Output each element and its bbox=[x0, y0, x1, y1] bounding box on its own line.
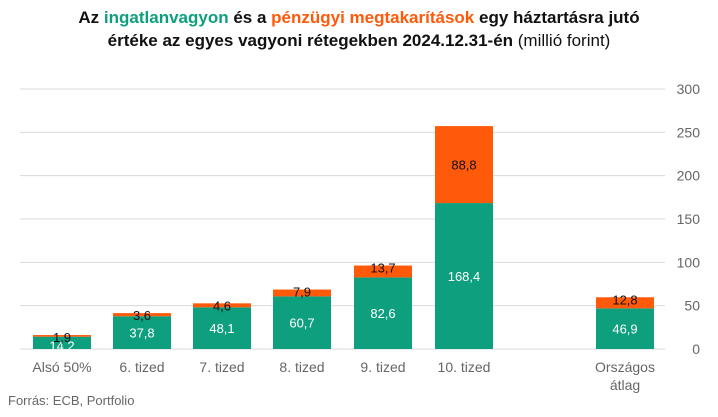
bar-financial bbox=[435, 126, 493, 204]
title-text: és a bbox=[228, 8, 272, 27]
bar-real-estate bbox=[193, 307, 251, 349]
x-category-label: 6. tized bbox=[119, 359, 164, 375]
bar-financial bbox=[596, 297, 654, 309]
x-category-label: Országos bbox=[595, 359, 655, 375]
data-label-financial: 1,9 bbox=[53, 330, 71, 345]
y-tick-label: 300 bbox=[677, 81, 701, 97]
data-label-financial: 4,6 bbox=[213, 298, 231, 313]
title-text: értéke az egyes vagyoni rétegekben 2024.… bbox=[107, 31, 514, 50]
bar-financial bbox=[354, 265, 412, 278]
bar-financial bbox=[33, 335, 91, 337]
title-text: egy háztartásra jutó bbox=[474, 8, 640, 27]
bar-real-estate bbox=[113, 316, 171, 349]
x-category-label: 7. tized bbox=[199, 359, 244, 375]
x-category-label: Alsó 50% bbox=[32, 359, 91, 375]
bar-financial bbox=[193, 303, 251, 308]
bars: 14,21,9 37,8 3,6 48,1 4,6 60,7 7,9 82,6 13,7 168,… bbox=[33, 126, 654, 354]
title-line-1: Az ingatlanvagyon és a pénzügyi megtakar… bbox=[0, 6, 718, 29]
bar-financial bbox=[113, 313, 171, 317]
bar-real-estate bbox=[354, 277, 412, 349]
data-label-real-estate: 82,6 bbox=[370, 306, 395, 321]
title-line-2: értéke az egyes vagyoni rétegekben 2024.… bbox=[0, 29, 718, 52]
data-label-real-estate: 60,7 bbox=[289, 316, 314, 331]
data-label-financial: 13,7 bbox=[370, 261, 395, 276]
x-axis: Alsó 50% 6. tized 7. tized 8. tized 9. tized… bbox=[32, 359, 655, 393]
x-category-label: 8. tized bbox=[279, 359, 324, 375]
data-label-financial: 88,8 bbox=[451, 158, 476, 173]
y-tick-label: 250 bbox=[677, 124, 701, 140]
y-tick-label: 150 bbox=[677, 211, 701, 227]
y-tick-label: 50 bbox=[684, 298, 700, 314]
source-note: Forrás: ECB, Portfolio bbox=[8, 393, 135, 408]
data-label-real-estate: 48,1 bbox=[209, 321, 234, 336]
title-highlight-financial: pénzügyi megtakarítások bbox=[271, 8, 475, 27]
bar-real-estate bbox=[33, 336, 91, 349]
data-label-real-estate: 37,8 bbox=[129, 326, 154, 341]
bar-real-estate bbox=[273, 296, 331, 349]
data-label-financial: 12,8 bbox=[612, 292, 637, 307]
x-category-label: 9. tized bbox=[360, 359, 405, 375]
bar-financial bbox=[273, 289, 331, 297]
bar-real-estate bbox=[435, 203, 493, 349]
data-label-financial: 3,6 bbox=[133, 308, 151, 323]
data-label-real-estate: 168,4 bbox=[448, 269, 481, 284]
chart-title: Az ingatlanvagyon és a pénzügyi megtakar… bbox=[0, 6, 718, 52]
y-tick-label: 0 bbox=[692, 341, 700, 357]
y-tick-label: 200 bbox=[677, 168, 701, 184]
title-highlight-real-estate: ingatlanvagyon bbox=[103, 8, 229, 27]
data-label-real-estate: 14,2 bbox=[49, 339, 74, 354]
y-tick-label: 100 bbox=[677, 254, 701, 270]
y-axis: 0 50 100 150 200 250 300 bbox=[677, 81, 701, 357]
title-unit: (millió forint) bbox=[513, 31, 611, 50]
x-category-label: átlag bbox=[610, 377, 640, 393]
data-label-real-estate: 46,9 bbox=[612, 322, 637, 337]
x-category-label: 10. tized bbox=[438, 359, 491, 375]
bar-real-estate bbox=[596, 308, 654, 349]
data-label-financial: 7,9 bbox=[293, 285, 311, 300]
title-text: Az bbox=[78, 8, 104, 27]
gridlines bbox=[20, 88, 665, 350]
